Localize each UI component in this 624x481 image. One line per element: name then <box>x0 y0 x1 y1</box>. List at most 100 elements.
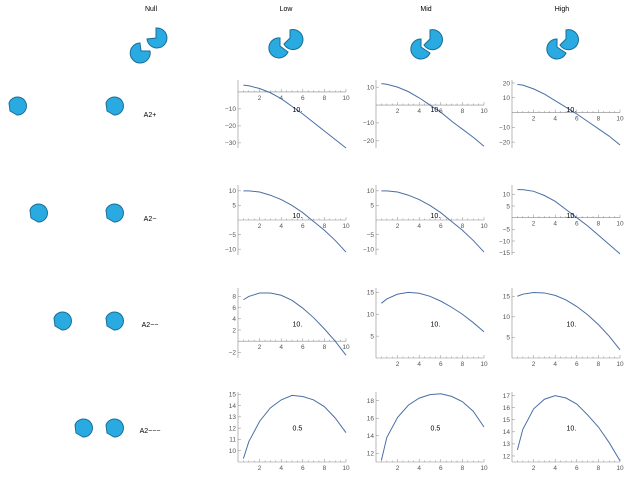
x-tick-label: 6 <box>439 223 443 230</box>
x-tick-label: 4 <box>417 465 421 472</box>
x-tick-label: 4 <box>553 361 557 368</box>
chart-3-mid: 2 4 6 8 10 12 14 16 18 0.5 <box>367 392 488 472</box>
y-tick-label: 11 <box>229 437 236 444</box>
x-tick-label: 8 <box>323 344 327 351</box>
y-tick-label: 16 <box>367 416 375 423</box>
y-tick-label: −5 <box>503 227 511 234</box>
annotation-label: 10. <box>293 107 303 114</box>
y-tick-label: 10 <box>367 188 375 195</box>
y-tick-label: 14 <box>503 429 511 436</box>
series-line <box>242 394 347 459</box>
annotation-label: 10. <box>293 213 303 220</box>
annotation-label: 0.5 <box>431 426 441 433</box>
x-tick-label: 4 <box>553 465 557 472</box>
y-tick-label: 4 <box>232 316 236 323</box>
y-tick-label: 10 <box>367 312 375 319</box>
x-tick-label: 8 <box>597 116 601 123</box>
y-tick-label: 16 <box>503 405 511 412</box>
x-tick-label: 4 <box>279 465 283 472</box>
x-tick-label: 10 <box>342 223 350 230</box>
y-tick-label: 10 <box>229 188 237 195</box>
annotation-label: 10. <box>431 322 441 329</box>
header-null: Null <box>145 6 158 13</box>
x-tick-label: 10 <box>616 221 624 228</box>
row-label-a2-minus-minus-minus: A2−−− <box>140 428 161 435</box>
annotation-label: 10. <box>431 107 441 114</box>
y-tick-label: −10 <box>499 238 510 245</box>
x-tick-label: 6 <box>575 465 579 472</box>
y-tick-label: 15 <box>229 392 237 399</box>
x-tick-label: 4 <box>279 223 283 230</box>
y-tick-label: 18 <box>367 398 375 405</box>
y-tick-label: 8 <box>232 294 236 301</box>
x-tick-label: 8 <box>597 221 601 228</box>
annotation-label: 10. <box>567 426 577 433</box>
row-label-a2-minus-minus: A2−− <box>142 322 159 329</box>
y-tick-label: 10 <box>503 192 511 199</box>
chart-0-mid: 2 4 6 8 10 −20 −10 10 10. <box>363 80 488 148</box>
series-line <box>381 83 485 147</box>
x-tick-label: 6 <box>575 221 579 228</box>
annotation-label: 10. <box>567 213 577 220</box>
x-tick-label: 10 <box>616 361 624 368</box>
annotation-label: 10. <box>567 107 577 114</box>
y-tick-label: 5 <box>506 203 510 210</box>
chart-1-high: 2 4 6 8 10 −15 −10 −5 5 10 10. <box>499 185 624 257</box>
y-tick-label: 5 <box>506 335 510 342</box>
x-tick-label: 8 <box>323 223 327 230</box>
x-tick-label: 2 <box>532 465 536 472</box>
chart-1-mid: 2 4 6 8 10 −10 −5 5 10 10. <box>363 185 488 255</box>
x-tick-label: 2 <box>258 223 262 230</box>
y-tick-label: 10 <box>229 448 237 455</box>
annotation-label: 10. <box>293 322 303 329</box>
y-tick-label: −20 <box>499 139 510 146</box>
x-tick-label: 2 <box>258 344 262 351</box>
x-tick-label: 6 <box>301 223 305 230</box>
header-high: High <box>555 6 570 13</box>
x-tick-label: 10 <box>342 465 350 472</box>
series-line <box>243 190 347 253</box>
x-tick-label: 8 <box>597 465 601 472</box>
x-tick-label: 10 <box>480 223 488 230</box>
series-line <box>517 83 621 146</box>
series-line <box>381 291 485 333</box>
chart-2-low: 2 4 6 8 10 −2 2 4 6 8 10. <box>229 288 350 358</box>
x-tick-label: 6 <box>439 108 443 115</box>
y-tick-label: −20 <box>363 138 374 145</box>
x-tick-label: 10 <box>480 361 488 368</box>
null-pair-shape <box>129 27 168 64</box>
y-tick-label: −5 <box>229 232 237 239</box>
y-tick-label: 6 <box>232 305 236 312</box>
x-tick-label: 6 <box>439 465 443 472</box>
series-line <box>243 292 347 356</box>
x-tick-label: 8 <box>461 108 465 115</box>
x-tick-label: 6 <box>301 465 305 472</box>
y-tick-label: −10 <box>225 106 236 113</box>
series-line <box>517 292 621 351</box>
annotation-label: 10. <box>567 322 577 329</box>
x-tick-label: 6 <box>575 361 579 368</box>
y-tick-label: 5 <box>370 333 374 340</box>
x-tick-label: 2 <box>532 116 536 123</box>
x-tick-label: 8 <box>323 95 327 102</box>
x-tick-label: 4 <box>417 361 421 368</box>
y-tick-label: −15 <box>499 250 510 257</box>
row0-shapes <box>8 96 124 116</box>
annotation-label: 10. <box>431 213 441 220</box>
row3-shapes <box>74 418 124 438</box>
y-tick-label: 20 <box>503 80 511 87</box>
y-tick-label: −10 <box>363 246 374 253</box>
y-tick-label: −10 <box>499 125 510 132</box>
y-tick-label: 10 <box>367 84 375 91</box>
series-line <box>380 393 485 461</box>
x-tick-label: 8 <box>461 361 465 368</box>
y-tick-label: 5 <box>232 203 236 210</box>
x-tick-label: 2 <box>532 221 536 228</box>
row-label-a2-minus: A2− <box>144 216 157 223</box>
y-tick-label: −10 <box>225 246 236 253</box>
x-tick-label: 2 <box>396 108 400 115</box>
x-tick-label: 8 <box>323 465 327 472</box>
chart-2-mid: 2 4 6 8 10 5 10 15 10. <box>367 288 488 368</box>
chart-3-high: 2 4 6 8 10 12 13 14 15 16 17 10. <box>503 392 624 472</box>
